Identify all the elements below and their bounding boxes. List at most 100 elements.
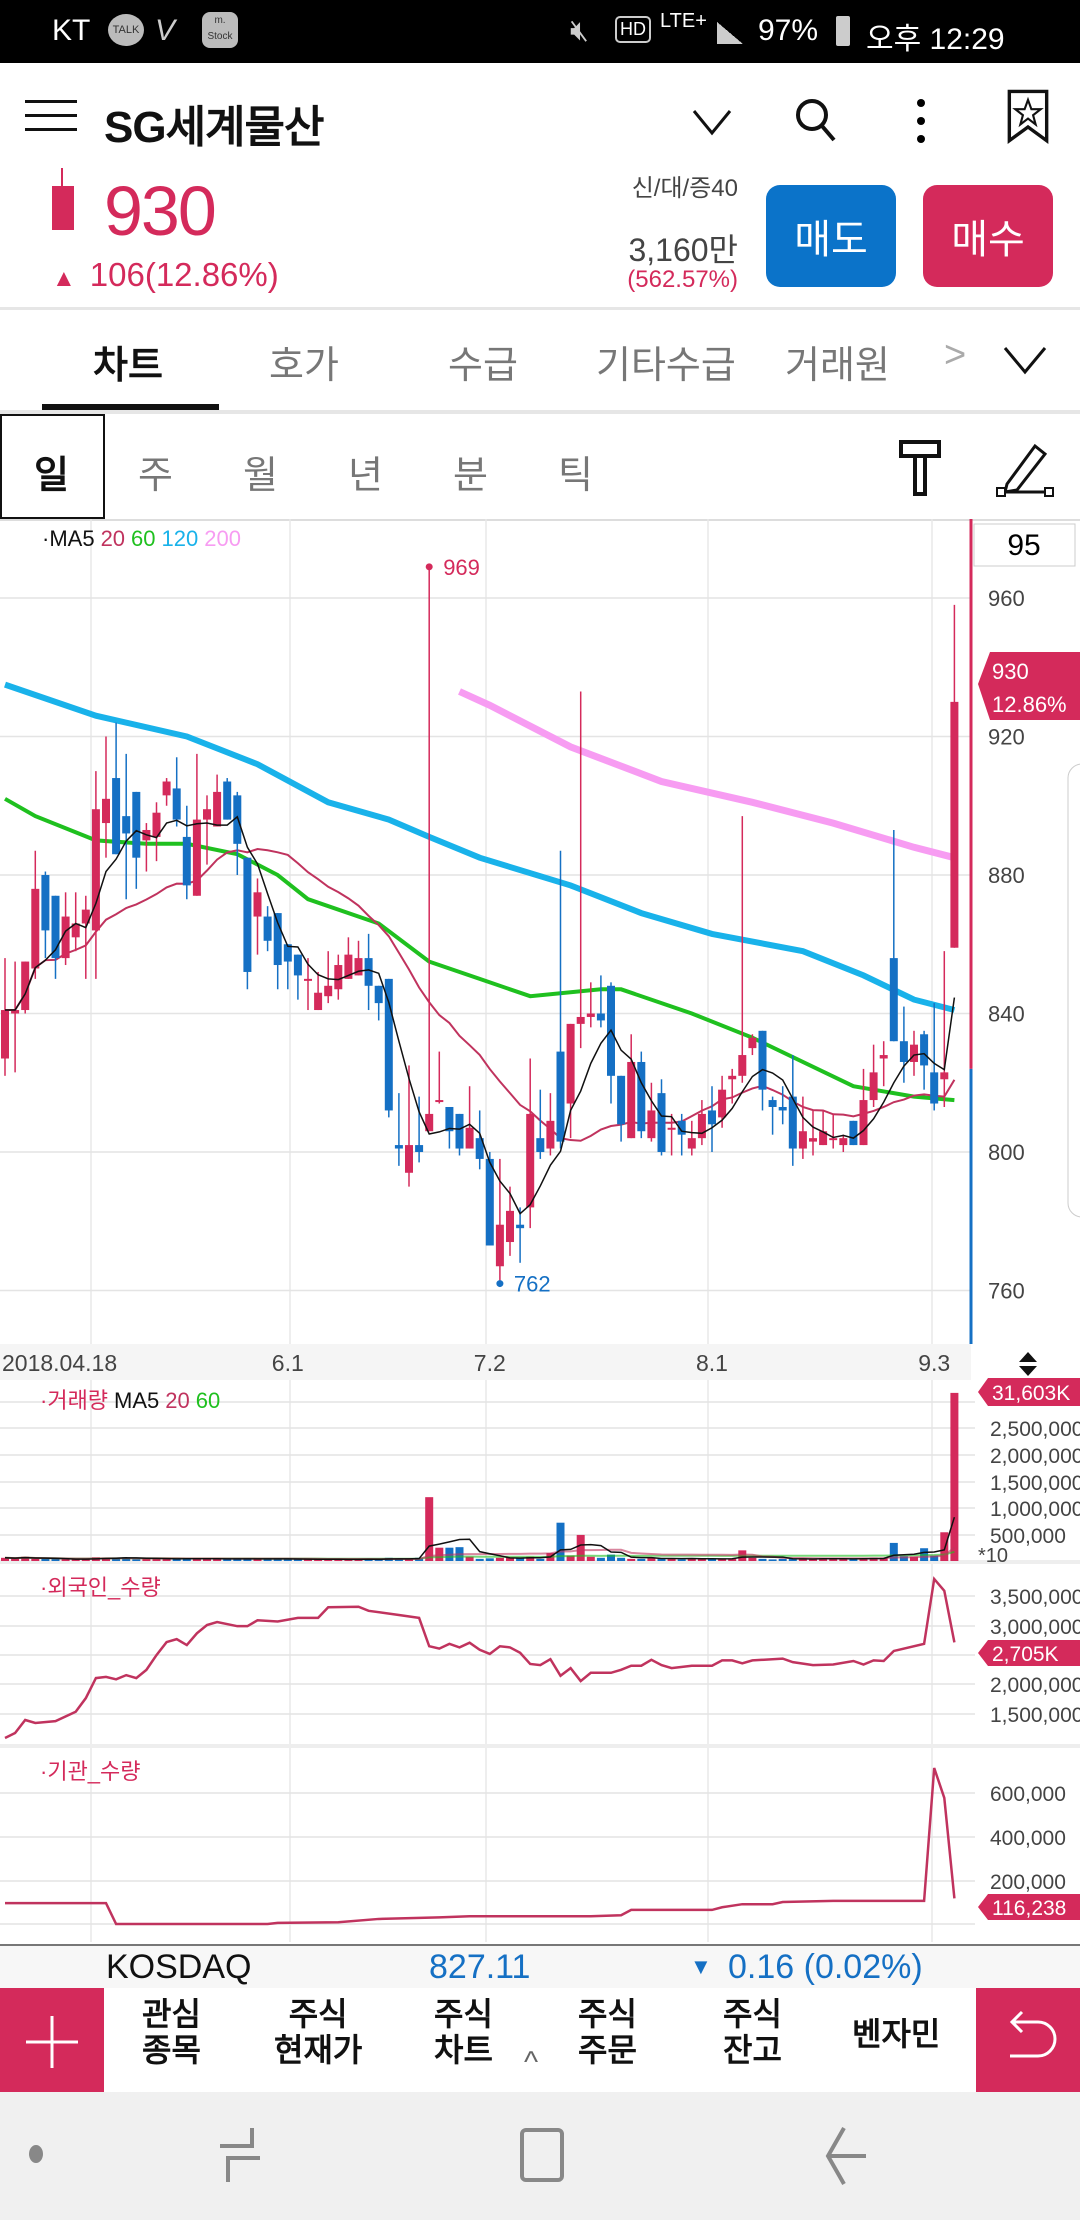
- drawing-pen-icon[interactable]: [995, 438, 1055, 498]
- volume-bar: [334, 1559, 343, 1561]
- tab-supply[interactable]: 수급: [448, 345, 518, 387]
- volume-tick-label: 1,000,000: [990, 1498, 1080, 1521]
- price-tag-value: 930: [992, 659, 1029, 684]
- panel-resize-icon[interactable]: [1019, 1352, 1037, 1376]
- period-minute[interactable]: 분: [453, 455, 488, 497]
- foreign-tick-label: 3,000,000: [990, 1616, 1080, 1639]
- home-icon[interactable]: [518, 2126, 568, 2186]
- candle-body: [465, 1127, 474, 1149]
- min-marker: [496, 1280, 504, 1288]
- candle-body: [697, 1113, 706, 1139]
- signal-icon: [717, 22, 743, 44]
- foreign-tick-label: 1,500,000: [990, 1704, 1080, 1727]
- candle-body: [1, 1010, 9, 1059]
- candle-body: [778, 1106, 787, 1111]
- bookmark-star-icon[interactable]: [1000, 88, 1056, 144]
- candles: [1, 566, 959, 1284]
- volume-tag: 31,603K: [992, 1382, 1070, 1405]
- lte-icon: LTE+: [660, 10, 707, 32]
- recent-apps-icon[interactable]: [212, 2126, 268, 2186]
- menu-icon[interactable]: [25, 100, 77, 132]
- tab-broker[interactable]: 거래원: [785, 345, 890, 387]
- more-icon[interactable]: [893, 93, 949, 149]
- candle-count-box[interactable]: [973, 523, 1076, 567]
- candle-body: [940, 1072, 949, 1080]
- menu-expand-icon[interactable]: ^: [524, 2046, 539, 2079]
- indicator-tool-icon[interactable]: [895, 438, 945, 498]
- candle-body: [910, 1044, 918, 1062]
- volume-bar: [819, 1558, 828, 1561]
- tab-other-supply[interactable]: 기타수급: [596, 345, 736, 387]
- volume-bar: [61, 1559, 70, 1561]
- period-week[interactable]: 주: [138, 455, 173, 497]
- volume-bar: [566, 1555, 575, 1561]
- search-icon[interactable]: [788, 93, 844, 149]
- period-day[interactable]: 일: [34, 455, 69, 497]
- institution-panel: 600,000 400,000 200,000 116,238: [5, 1767, 1080, 1926]
- price-tag-shape: [978, 652, 1080, 720]
- candle-up-icon: [52, 168, 74, 230]
- back-icon[interactable]: [822, 2126, 872, 2186]
- period-selector: 일 주 월 년 분 틱: [0, 414, 1080, 521]
- period-tick[interactable]: 틱: [558, 455, 593, 497]
- candle-body: [899, 1041, 908, 1062]
- chevron-down-icon[interactable]: [684, 93, 740, 149]
- volume-bar: [314, 1559, 323, 1561]
- institution-legend: ·기관_수량: [40, 1759, 141, 1784]
- price-tick-label: 760: [988, 1279, 1025, 1304]
- candle-body: [273, 913, 282, 966]
- candle-body: [738, 1055, 747, 1076]
- candle-body: [394, 1145, 403, 1149]
- sell-button[interactable]: 매도: [766, 185, 896, 287]
- volume-bar: [41, 1558, 50, 1561]
- stock-name[interactable]: SG세계물산: [104, 103, 324, 152]
- candle-body: [172, 788, 181, 820]
- candle-body: [475, 1138, 484, 1159]
- volume-bar: [536, 1558, 545, 1561]
- buy-button[interactable]: 매수: [923, 185, 1053, 287]
- volume-bar: [223, 1559, 232, 1561]
- ma200-line: [458, 688, 956, 862]
- nav-dot-icon[interactable]: [26, 2142, 46, 2166]
- volume-bar: [324, 1559, 333, 1561]
- volume-bar: [617, 1557, 626, 1561]
- candle-body: [849, 1120, 858, 1146]
- market-index-bar[interactable]: KOSDAQ 827.11 ▼ 0.16 (0.02%): [0, 1944, 1080, 1990]
- volume-bar: [425, 1497, 434, 1561]
- menu-stock-price[interactable]: 주식 현재가: [274, 1996, 363, 2068]
- menu-stock-order[interactable]: 주식 주문: [578, 1996, 637, 2068]
- tabs-scroll-right-icon[interactable]: >: [944, 334, 967, 376]
- tab-chart[interactable]: 차트: [93, 345, 163, 387]
- candle-body: [950, 701, 959, 948]
- candle-body: [243, 857, 252, 972]
- menu-benjamin[interactable]: 벤자민: [852, 2016, 941, 2052]
- institution-tag-shape: [978, 1894, 1080, 1920]
- period-month[interactable]: 월: [243, 455, 278, 497]
- volume-tick-label: 500,000: [990, 1525, 1066, 1548]
- side-drawer-handle[interactable]: [1067, 763, 1080, 1218]
- candle-body: [324, 985, 333, 997]
- add-menu-button[interactable]: [0, 1988, 104, 2092]
- menu-stock-balance[interactable]: 주식 잔고: [723, 1996, 782, 2068]
- tab-orderbook[interactable]: 호가: [269, 345, 339, 387]
- volume-bar: [647, 1557, 656, 1561]
- min-price-label: 762: [514, 1272, 551, 1297]
- period-year[interactable]: 년: [348, 455, 383, 497]
- back-menu-button[interactable]: [976, 1988, 1080, 2092]
- volume-bar: [950, 1392, 959, 1561]
- candle-body: [748, 1037, 757, 1049]
- max-price-label: 969: [443, 555, 480, 580]
- price-tick-label: 960: [988, 586, 1025, 611]
- foreign-legend: ·외국인_수량: [40, 1575, 161, 1600]
- candle-body: [728, 1075, 737, 1080]
- volume-bar: [728, 1558, 737, 1561]
- volume-bar: [657, 1558, 666, 1561]
- ma120-line: [4, 681, 956, 1013]
- tabs-expand-chevron-icon[interactable]: [1000, 340, 1050, 380]
- candle-body: [11, 1010, 20, 1014]
- menu-stock-chart[interactable]: 주식 차트: [434, 1996, 493, 2068]
- candle-body: [81, 909, 90, 924]
- menu-watchlist[interactable]: 관심 종목: [142, 1996, 201, 2068]
- date-label: 8.1: [696, 1350, 728, 1376]
